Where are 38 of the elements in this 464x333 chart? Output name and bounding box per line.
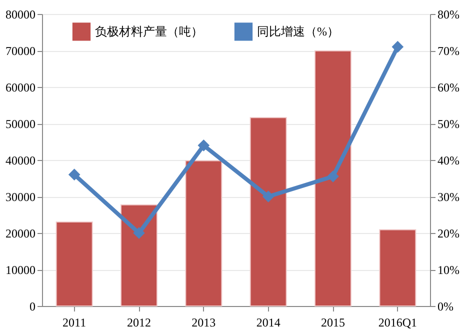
y2-tick-label: 20% [438, 226, 460, 240]
x-tick-label: 2016Q1 [378, 316, 418, 330]
y-tick-label: 50000 [6, 117, 36, 131]
x-tick-label: 2011 [62, 316, 86, 330]
x-tick-label: 2014 [256, 316, 280, 330]
point [392, 40, 404, 53]
point [198, 139, 210, 152]
legend-label: 负极材料产量（吨） [95, 24, 203, 39]
legend-label: 同比增速（%） [257, 24, 339, 39]
y2-tick-label: 50% [438, 117, 460, 131]
bar [379, 229, 416, 306]
y2-tick-label: 60% [438, 80, 460, 94]
y2-tick-label: 30% [438, 190, 460, 204]
point [327, 170, 339, 182]
y-tick-label: 80000 [6, 8, 36, 22]
bar [185, 160, 222, 306]
x-tick-label: 2012 [127, 316, 151, 330]
bar [120, 204, 158, 306]
y2-tick-label: 70% [438, 44, 460, 58]
y-tick-label: 40000 [6, 154, 36, 168]
bar [56, 222, 93, 306]
bar [250, 117, 287, 306]
y-tick-label: 10000 [6, 263, 36, 277]
x-tick-label: 2015 [321, 316, 345, 330]
y-tick-label: 30000 [6, 190, 36, 204]
y-tick-label: 20000 [6, 226, 36, 240]
y2-tick-label: 0% [438, 300, 454, 314]
y2-tick-label: 10% [438, 263, 460, 277]
point [133, 227, 145, 239]
x-tick-label: 2013 [192, 316, 216, 330]
y2-tick-label: 80% [438, 8, 460, 22]
y2-tick-label: 40% [438, 154, 460, 168]
y-tick-label: 70000 [6, 44, 36, 58]
bar [314, 50, 352, 306]
y-tick-label: 60000 [6, 80, 36, 94]
point [262, 190, 274, 202]
point [68, 168, 80, 181]
y-tick-label: 0 [30, 300, 36, 314]
